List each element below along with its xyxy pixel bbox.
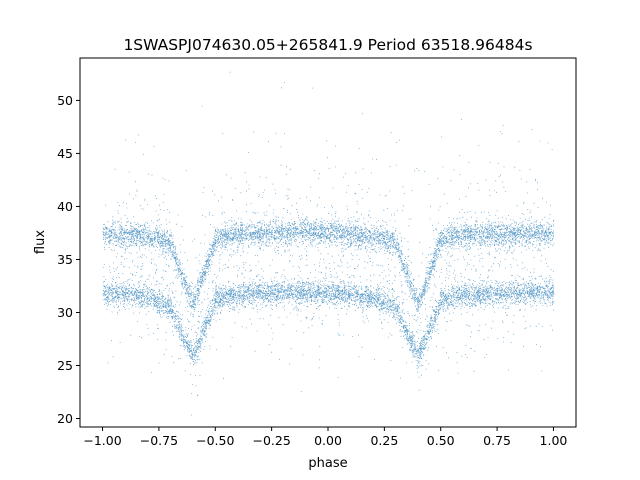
x-tick-label: −0.75	[140, 433, 178, 448]
y-tick-label: 45	[57, 146, 73, 161]
y-tick-label: 25	[57, 358, 73, 373]
x-axis-ticks: −1.00 −0.75 −0.50 −0.25 0.00 0.25 0.50 0.75 1.00	[83, 427, 567, 448]
x-tick-label: −1.00	[83, 433, 121, 448]
chart-title: 1SWASPJ074630.05+265841.9 Period 63518.9…	[123, 36, 532, 54]
data-points	[102, 71, 555, 416]
x-tick-label: 0.25	[370, 433, 398, 448]
y-tick-label: 20	[57, 411, 73, 426]
y-tick-label: 40	[57, 199, 73, 214]
y-tick-label: 50	[57, 93, 73, 108]
x-axis-label: phase	[308, 456, 347, 471]
x-tick-label: −0.25	[252, 433, 290, 448]
y-tick-label: 30	[57, 305, 73, 320]
scatter-points	[102, 71, 555, 416]
x-tick-label: 1.00	[540, 433, 568, 448]
x-tick-label: −0.50	[196, 433, 234, 448]
x-tick-label: 0.00	[314, 433, 342, 448]
y-axis-ticks: 20 25 30 35 40 45 50	[57, 93, 80, 426]
y-axis-label: flux	[33, 230, 48, 254]
x-tick-label: 0.50	[427, 433, 455, 448]
x-tick-label: 0.75	[483, 433, 511, 448]
y-tick-label: 35	[57, 252, 73, 267]
